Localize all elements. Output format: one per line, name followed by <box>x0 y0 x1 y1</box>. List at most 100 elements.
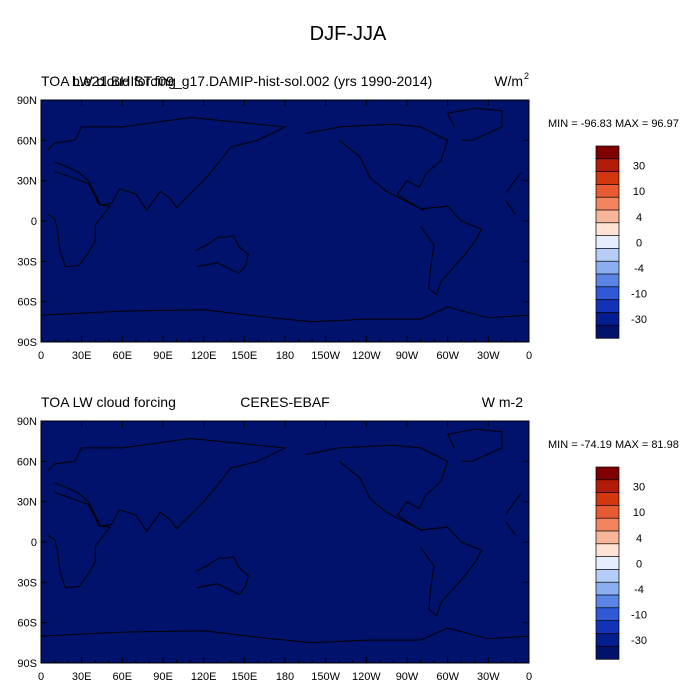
field-cell <box>274 223 280 230</box>
field-cell <box>312 272 318 278</box>
field-cell <box>268 245 275 251</box>
field-cell <box>333 426 340 433</box>
field-cell <box>333 272 340 278</box>
field-cell <box>133 100 139 106</box>
field-cell <box>507 437 514 443</box>
field-cell <box>165 255 172 262</box>
field-cell <box>463 116 470 122</box>
field-cell <box>68 164 74 171</box>
field-cell <box>382 105 389 112</box>
field-cell <box>393 212 400 219</box>
field-cell <box>279 421 286 427</box>
field-cell <box>420 426 427 433</box>
field-cell <box>100 464 107 470</box>
field-cell <box>95 153 102 160</box>
field-cell <box>236 250 243 257</box>
field-cell <box>344 282 351 289</box>
field-cell <box>78 320 85 327</box>
field-cell <box>57 309 64 316</box>
field-cell <box>225 180 232 187</box>
field-cell <box>317 442 324 449</box>
field-cell <box>317 126 324 133</box>
field-cell <box>106 442 112 449</box>
field-cell <box>127 453 134 460</box>
field-cell <box>355 110 362 117</box>
field-cell <box>78 453 85 460</box>
field-cell <box>176 304 183 311</box>
field-cell <box>333 100 340 106</box>
field-cell <box>144 100 150 106</box>
field-cell <box>388 272 394 278</box>
field-cell <box>469 186 476 192</box>
field-cell <box>68 191 74 198</box>
field-cell <box>333 105 340 112</box>
field-cell <box>382 207 389 214</box>
field-cell <box>68 442 74 449</box>
field-cell <box>219 320 226 327</box>
field-cell <box>507 442 514 449</box>
field-cell <box>84 336 91 343</box>
field-cell <box>279 223 286 230</box>
field-cell <box>360 234 367 241</box>
field-cell <box>46 325 53 332</box>
field-cell <box>350 143 356 149</box>
field-cell <box>203 282 210 289</box>
field-cell <box>100 191 107 198</box>
field-cell <box>51 458 58 465</box>
field-cell <box>496 196 503 203</box>
field-cell <box>268 426 275 433</box>
field-cell <box>301 331 308 338</box>
field-cell <box>241 250 248 257</box>
field-cell <box>442 105 449 112</box>
field-cell <box>491 121 497 128</box>
field-cell <box>187 325 194 332</box>
field-cell <box>57 164 64 171</box>
field-cell <box>111 325 118 332</box>
field-cell <box>474 180 481 187</box>
field-cell <box>176 234 183 241</box>
field-cell <box>230 266 237 273</box>
field-cell <box>62 421 69 427</box>
field-cell <box>290 153 297 160</box>
field-cell <box>409 207 416 214</box>
field-cell <box>111 175 118 182</box>
field-cell <box>116 325 123 332</box>
field-cell <box>295 309 302 316</box>
field-cell <box>355 331 362 338</box>
field-cell <box>73 100 80 106</box>
field-cell <box>377 250 383 257</box>
field-cell <box>192 137 199 144</box>
field-cell <box>225 164 232 171</box>
field-cell <box>485 212 492 219</box>
colorbar-swatch <box>595 312 620 326</box>
field-cell <box>160 250 167 257</box>
field-cell <box>89 153 96 160</box>
field-cell <box>263 110 270 117</box>
field-cell <box>247 458 253 465</box>
field-cell <box>382 320 389 327</box>
field-cell <box>496 315 503 321</box>
field-cell <box>290 464 297 470</box>
field-cell <box>214 277 221 284</box>
field-cell <box>485 304 492 311</box>
field-cell <box>382 132 389 139</box>
field-cell <box>328 121 335 128</box>
field-cell <box>247 202 253 208</box>
field-cell <box>62 148 69 155</box>
field-cell <box>458 245 465 251</box>
field-cell <box>469 272 476 278</box>
field-cell <box>382 245 389 251</box>
field-cell <box>181 304 188 311</box>
field-cell <box>306 437 313 443</box>
field-cell <box>377 464 383 470</box>
field-cell <box>274 218 280 225</box>
field-cell <box>355 421 362 427</box>
field-cell <box>138 458 145 465</box>
field-cell <box>425 212 432 219</box>
field-cell <box>393 105 400 112</box>
field-cell <box>469 191 476 198</box>
field-cell <box>214 175 221 182</box>
field-cell <box>247 336 253 343</box>
field-cell <box>480 277 487 284</box>
